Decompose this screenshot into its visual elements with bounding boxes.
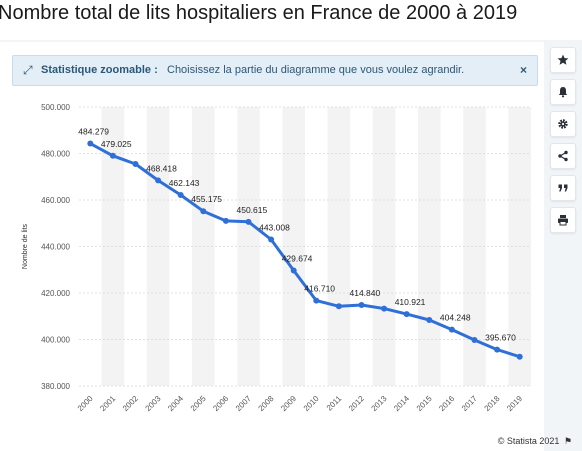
- data-point[interactable]: [245, 218, 252, 225]
- x-tick-label: 2010: [302, 394, 321, 413]
- data-label: 443.008: [259, 223, 290, 233]
- data-label: 484.279: [78, 127, 109, 137]
- column-band: [327, 107, 351, 386]
- zoom-notice-text: Choisissez la partie du diagramme que vo…: [167, 64, 465, 76]
- data-point[interactable]: [426, 316, 433, 323]
- x-tick-label: 2013: [370, 394, 389, 413]
- data-point[interactable]: [335, 303, 342, 310]
- data-point[interactable]: [290, 267, 297, 274]
- notification-button[interactable]: [550, 79, 576, 105]
- star-icon: [557, 54, 569, 65]
- data-label: 455.175: [191, 194, 222, 204]
- y-tick-label: 420.000: [41, 289, 70, 298]
- x-tick-label: 2006: [211, 394, 230, 413]
- column-band: [146, 107, 170, 386]
- x-tick-label: 2017: [460, 394, 479, 413]
- x-tick-label: 2014: [392, 394, 411, 413]
- x-tick-label: 2003: [144, 394, 163, 413]
- data-point[interactable]: [313, 297, 320, 304]
- y-tick-label: 460.000: [41, 196, 70, 205]
- column-band: [418, 107, 441, 386]
- data-label: 414.840: [350, 288, 381, 298]
- gear-icon: [558, 119, 568, 129]
- x-tick-label: 2005: [189, 394, 208, 413]
- y-tick-label: 480.000: [41, 150, 70, 159]
- y-axis-label: Nombre de lits: [22, 223, 29, 269]
- data-point[interactable]: [448, 326, 455, 333]
- x-tick-label: 2019: [505, 394, 524, 413]
- x-tick-label: 2008: [257, 394, 276, 413]
- data-point[interactable]: [516, 353, 523, 360]
- data-point[interactable]: [177, 192, 184, 199]
- data-point[interactable]: [494, 346, 501, 353]
- favorite-button[interactable]: [550, 47, 576, 73]
- y-tick-label: 380.000: [41, 382, 70, 391]
- x-tick-label: 2018: [483, 394, 502, 413]
- expand-arrows-icon: ⤢: [23, 63, 33, 77]
- data-label: 462.143: [169, 178, 200, 188]
- data-point[interactable]: [358, 301, 365, 308]
- data-label: 410.921: [395, 297, 426, 307]
- data-label: 395.670: [485, 333, 516, 343]
- data-point[interactable]: [381, 305, 388, 312]
- series-line: [88, 142, 522, 359]
- zoom-notice: ⤢ Statistique zoomable : Choisissez la p…: [12, 55, 538, 86]
- data-label: 429.674: [282, 254, 313, 264]
- x-tick-label: 2007: [234, 394, 253, 413]
- zoom-notice-title: Statistique zoomable :: [41, 64, 158, 76]
- data-point[interactable]: [109, 152, 116, 159]
- settings-button[interactable]: [550, 111, 576, 137]
- data-point[interactable]: [87, 140, 94, 147]
- x-tick-label: 2009: [279, 394, 298, 413]
- x-tick-label: 2002: [121, 394, 140, 413]
- x-tick-label: 2004: [166, 394, 185, 413]
- quote-icon: [558, 184, 568, 192]
- statista-credit[interactable]: © Statista 2021 ⚑: [498, 436, 572, 447]
- x-tick-label: 2015: [415, 394, 434, 413]
- data-point[interactable]: [471, 336, 478, 343]
- data-label: 450.615: [237, 205, 268, 215]
- data-label: 404.248: [440, 313, 471, 323]
- share-icon: [558, 150, 568, 162]
- data-label: 468.418: [146, 163, 177, 173]
- column-band: [282, 107, 305, 386]
- cite-button[interactable]: [550, 175, 576, 201]
- y-tick-label: 440.000: [41, 243, 70, 252]
- data-point[interactable]: [155, 177, 162, 184]
- x-tick-label: 2001: [98, 394, 117, 413]
- share-button[interactable]: [550, 143, 576, 169]
- x-tick-label: 2000: [76, 394, 95, 413]
- x-tick-label: 2012: [347, 394, 366, 413]
- data-point[interactable]: [403, 311, 410, 318]
- data-point[interactable]: [132, 160, 139, 167]
- x-tick-label: 2011: [325, 394, 344, 413]
- close-icon[interactable]: ×: [519, 63, 527, 77]
- data-point[interactable]: [222, 217, 229, 224]
- data-label: 416.710: [304, 284, 335, 294]
- y-tick-label: 400.000: [41, 336, 70, 345]
- x-tick-label: 2016: [437, 394, 456, 413]
- print-button[interactable]: [550, 207, 576, 233]
- data-point[interactable]: [200, 208, 207, 215]
- column-band: [463, 107, 486, 386]
- data-point[interactable]: [268, 236, 275, 243]
- bell-icon: [558, 87, 568, 98]
- credit-text: © Statista 2021: [497, 436, 560, 446]
- page-title: Nombre total de lits hospitaliers en Fra…: [0, 2, 518, 24]
- data-label: 479.025: [101, 139, 132, 149]
- printer-icon: [558, 215, 568, 226]
- flag-icon: ⚑: [563, 436, 572, 446]
- y-tick-label: 500.000: [41, 103, 70, 112]
